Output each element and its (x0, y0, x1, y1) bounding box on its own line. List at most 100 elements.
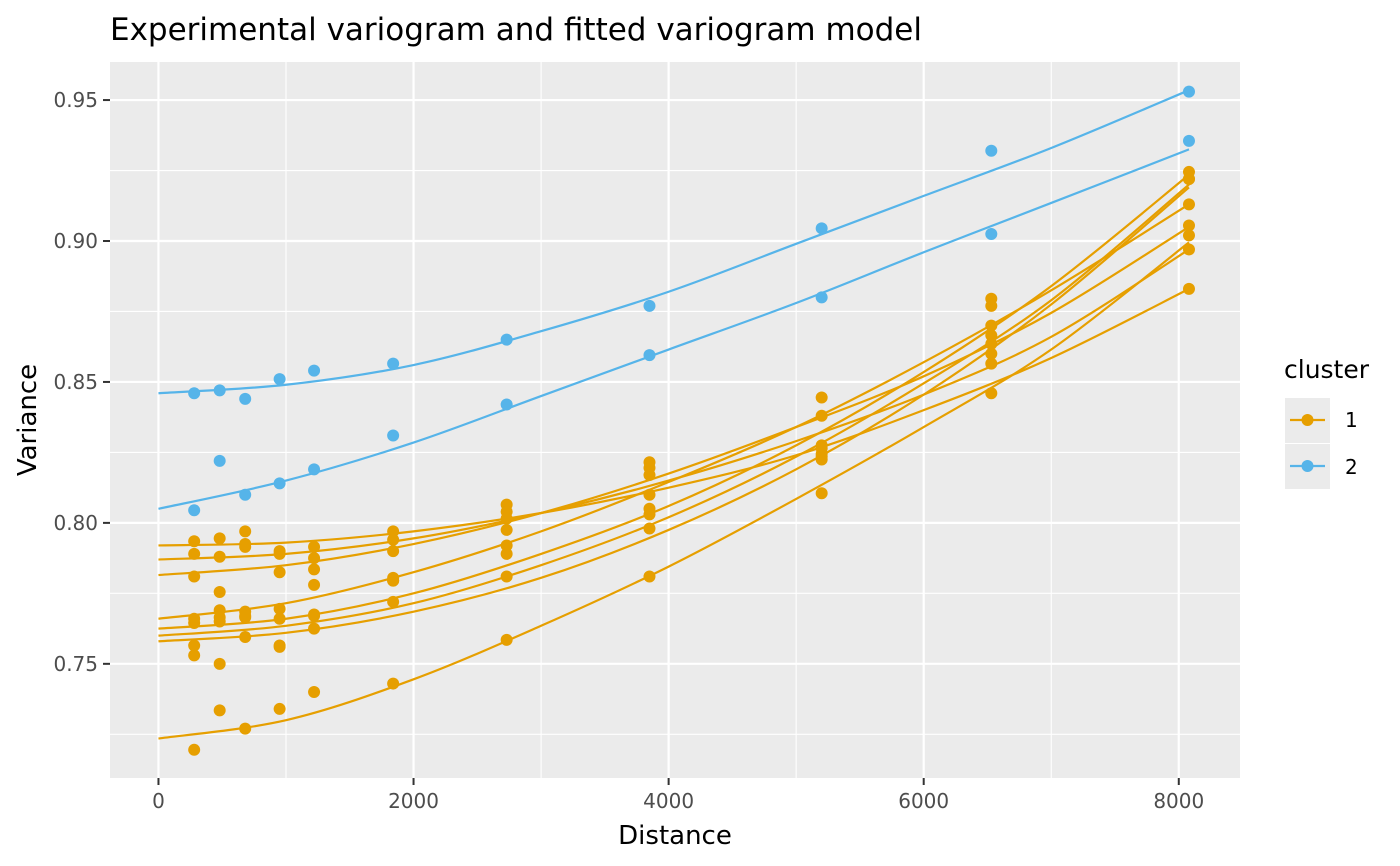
x-axis: 0 2000 4000 6000 8000 (152, 778, 1204, 813)
y-tick-label: 0.85 (53, 370, 98, 394)
data-point-cluster-1 (387, 595, 400, 608)
data-point-cluster-1 (387, 533, 400, 546)
x-tick-label: 6000 (898, 789, 949, 813)
legend-title: cluster (1284, 355, 1370, 384)
data-point-cluster-1 (239, 525, 252, 538)
data-point-cluster-1 (500, 512, 513, 525)
data-point-cluster-1 (308, 686, 321, 699)
data-point-cluster-2 (500, 398, 513, 411)
data-point-cluster-2 (213, 384, 226, 397)
y-axis-title: Variance (13, 364, 43, 476)
data-point-cluster-2 (273, 373, 286, 386)
data-point-cluster-2 (273, 477, 286, 490)
legend: cluster 1 2 (1284, 355, 1370, 489)
fit-line-cluster-1 (158, 287, 1190, 547)
data-point-cluster-1 (387, 574, 400, 587)
data-point-cluster-2 (643, 349, 656, 362)
data-point-cluster-1 (500, 539, 513, 552)
data-point-cluster-1 (188, 639, 201, 652)
data-point-cluster-1 (213, 585, 226, 598)
data-point-cluster-1 (239, 609, 252, 622)
data-point-cluster-1 (308, 552, 321, 565)
data-point-cluster-1 (1182, 282, 1195, 295)
data-point-cluster-1 (213, 615, 226, 628)
fit-line-cluster-1 (158, 173, 1190, 630)
fit-line-cluster-1 (158, 248, 1190, 561)
data-point-cluster-1 (1182, 243, 1195, 256)
data-point-cluster-2 (1182, 134, 1195, 147)
data-point-cluster-1 (643, 522, 656, 535)
x-tick-label: 0 (152, 789, 165, 813)
data-point-cluster-2 (239, 392, 252, 405)
x-tick-label: 4000 (643, 789, 694, 813)
fitted-model-lines (158, 89, 1190, 740)
data-point-cluster-1 (1182, 198, 1195, 211)
fit-line-cluster-1 (158, 225, 1190, 577)
data-point-cluster-2 (985, 144, 998, 157)
data-point-cluster-1 (985, 357, 998, 370)
major-gridlines (110, 62, 1240, 778)
legend-key-point-1 (1301, 414, 1314, 426)
data-point-cluster-1 (308, 578, 321, 591)
data-point-cluster-1 (643, 570, 656, 583)
y-tick-label: 0.75 (53, 652, 98, 676)
data-point-cluster-1 (213, 532, 226, 545)
data-point-cluster-1 (213, 704, 226, 717)
legend-label-cluster-2: 2 (1345, 455, 1358, 479)
data-point-cluster-1 (815, 391, 828, 404)
data-point-cluster-1 (387, 677, 400, 690)
data-point-cluster-1 (188, 743, 201, 756)
data-point-cluster-1 (273, 547, 286, 560)
data-point-cluster-1 (1182, 172, 1195, 185)
data-point-cluster-1 (643, 468, 656, 481)
data-point-cluster-1 (985, 337, 998, 350)
data-point-cluster-2 (387, 429, 400, 442)
y-axis: 0.75 0.80 0.85 0.90 0.95 (53, 88, 110, 676)
data-point-cluster-1 (308, 540, 321, 553)
data-point-cluster-2 (1182, 85, 1195, 98)
data-point-cluster-1 (815, 409, 828, 422)
fit-line-cluster-1 (158, 186, 1190, 643)
data-point-cluster-1 (239, 631, 252, 644)
data-point-cluster-1 (643, 502, 656, 515)
y-tick-label: 0.95 (53, 88, 98, 112)
data-point-cluster-1 (308, 563, 321, 576)
data-point-cluster-1 (985, 292, 998, 305)
plot-panel (110, 62, 1240, 778)
x-tick-label: 2000 (388, 789, 439, 813)
legend-keys (1290, 414, 1325, 472)
data-point-cluster-1 (188, 547, 201, 560)
data-point-cluster-1 (387, 525, 400, 538)
data-point-cluster-2 (985, 227, 998, 240)
data-point-cluster-1 (1182, 229, 1195, 242)
fit-line-cluster-2 (158, 89, 1190, 395)
data-point-cluster-1 (815, 442, 828, 455)
data-point-cluster-2 (239, 488, 252, 501)
data-point-cluster-2 (308, 463, 321, 476)
data-point-cluster-1 (500, 570, 513, 583)
data-point-cluster-1 (273, 612, 286, 625)
data-point-cluster-1 (815, 487, 828, 500)
data-point-cluster-2 (308, 364, 321, 377)
legend-key-point-2 (1301, 460, 1314, 472)
data-point-cluster-1 (273, 566, 286, 579)
data-point-cluster-2 (643, 299, 656, 312)
x-axis-title: Distance (618, 821, 732, 851)
fit-line-cluster-1 (158, 183, 1190, 637)
data-point-cluster-1 (273, 639, 286, 652)
data-point-cluster-1 (985, 347, 998, 360)
data-point-cluster-2 (500, 333, 513, 346)
chart-title: Experimental variogram and fitted variog… (110, 12, 922, 48)
data-point-cluster-1 (188, 612, 201, 625)
data-point-cluster-2 (815, 291, 828, 304)
data-point-cluster-1 (308, 608, 321, 621)
data-point-cluster-2 (213, 454, 226, 467)
data-point-cluster-1 (188, 570, 201, 583)
data-point-cluster-1 (500, 523, 513, 536)
data-point-cluster-1 (239, 722, 252, 735)
data-point-cluster-1 (308, 622, 321, 635)
data-point-cluster-1 (213, 657, 226, 670)
data-point-cluster-1 (500, 547, 513, 560)
